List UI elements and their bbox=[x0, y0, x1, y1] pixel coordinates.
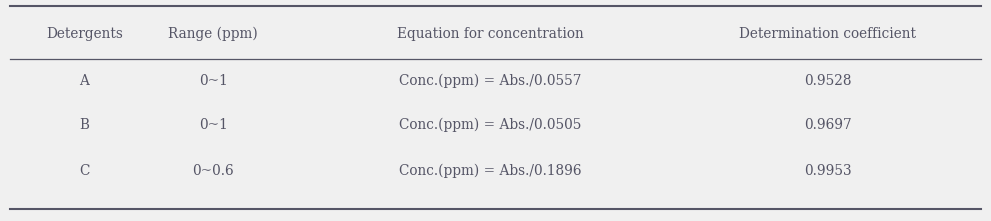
Text: 0.9697: 0.9697 bbox=[804, 118, 851, 132]
Text: 0~0.6: 0~0.6 bbox=[192, 164, 234, 178]
Text: Conc.(ppm) = Abs./0.1896: Conc.(ppm) = Abs./0.1896 bbox=[399, 164, 582, 179]
Text: B: B bbox=[79, 118, 89, 132]
Text: Range (ppm): Range (ppm) bbox=[168, 27, 258, 42]
Text: 0.9528: 0.9528 bbox=[804, 74, 851, 88]
Text: Equation for concentration: Equation for concentration bbox=[397, 27, 584, 41]
Text: 0.9953: 0.9953 bbox=[804, 164, 851, 178]
Text: A: A bbox=[79, 74, 89, 88]
Text: C: C bbox=[79, 164, 89, 178]
Text: Determination coefficient: Determination coefficient bbox=[739, 27, 916, 41]
Text: 0~1: 0~1 bbox=[198, 74, 228, 88]
Text: Conc.(ppm) = Abs./0.0557: Conc.(ppm) = Abs./0.0557 bbox=[399, 73, 582, 88]
Text: 0~1: 0~1 bbox=[198, 118, 228, 132]
Text: Conc.(ppm) = Abs./0.0505: Conc.(ppm) = Abs./0.0505 bbox=[399, 118, 582, 132]
Text: Detergents: Detergents bbox=[46, 27, 123, 41]
